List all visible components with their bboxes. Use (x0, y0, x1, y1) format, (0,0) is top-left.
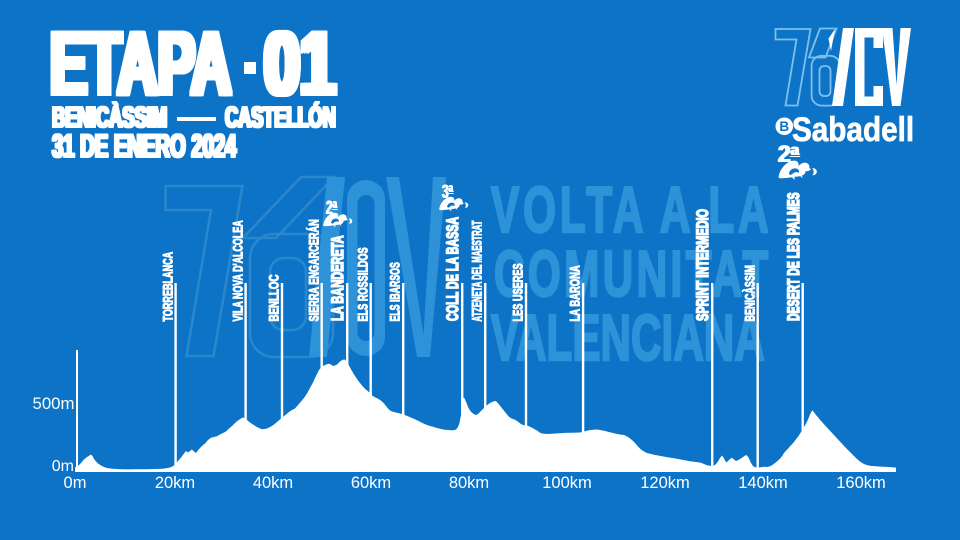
svg-text:B: B (779, 119, 789, 134)
